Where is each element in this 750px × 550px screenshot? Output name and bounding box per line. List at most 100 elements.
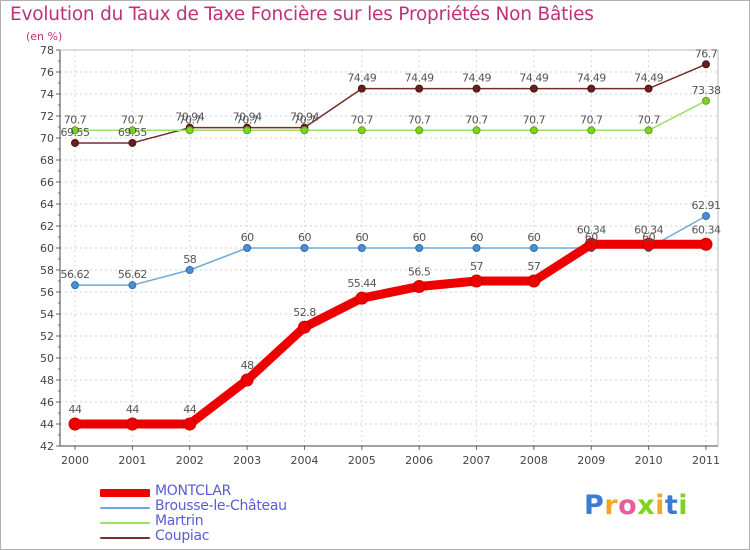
legend-swatch-montclar (100, 489, 150, 497)
data-label-martrin: 70.7 (64, 113, 87, 126)
y-tick-label: 44 (40, 418, 54, 431)
x-tick-label: 2004 (290, 454, 318, 467)
data-label-coupiac: 74.49 (347, 72, 376, 85)
data-label-martrin: 70.7 (293, 113, 316, 126)
data-point-montclar (355, 291, 369, 305)
y-tick-label: 72 (40, 110, 54, 123)
y-tick-label: 64 (40, 198, 54, 211)
series-line-montclar (70, 239, 711, 429)
data-point-martrin (128, 126, 137, 135)
x-tick-label: 2007 (463, 454, 491, 467)
data-label-brousse-le-ch-teau: 60 (527, 231, 540, 244)
data-point-montclar (584, 237, 598, 251)
x-tick-label: 2011 (692, 454, 720, 467)
legend-label-brousse: Brousse-le-Château (155, 498, 287, 514)
x-tick-label: 2000 (61, 454, 89, 467)
x-tick-label: 2002 (176, 454, 204, 467)
data-point-martrin (415, 126, 424, 135)
data-label-montclar: 56.5 (408, 266, 431, 279)
y-tick-label: 52 (40, 330, 54, 343)
data-point-coupiac (415, 84, 424, 93)
series-line-coupiac (74, 63, 707, 144)
y-tick-label: 42 (40, 440, 54, 453)
data-label-martrin: 70.7 (637, 113, 660, 126)
y-tick-label: 62 (40, 220, 54, 233)
data-label-coupiac: 74.49 (519, 72, 548, 85)
x-tick-label: 2003 (233, 454, 261, 467)
data-point-brousse-le-ch-teau (702, 211, 710, 220)
data-point-coupiac (587, 84, 596, 93)
data-label-brousse-le-ch-teau: 60 (642, 231, 655, 244)
data-point-martrin (587, 126, 596, 135)
data-point-martrin (529, 126, 538, 135)
legend-swatch-brousse (100, 507, 150, 509)
data-label-coupiac: 69.55 (61, 126, 90, 139)
data-point-coupiac (128, 138, 137, 147)
data-label-montclar: 57 (527, 260, 540, 273)
data-label-coupiac: 70.94 (233, 111, 262, 124)
data-label-brousse-le-ch-teau: 60 (585, 231, 598, 244)
data-label-brousse-le-ch-teau: 60 (470, 231, 483, 244)
data-point-brousse-le-ch-teau (300, 244, 309, 252)
data-point-montclar (470, 274, 484, 288)
y-tick-label: 56 (40, 286, 54, 299)
data-point-brousse-le-ch-teau (243, 244, 252, 252)
data-point-martrin (243, 126, 252, 135)
data-point-martrin (185, 126, 194, 135)
data-label-montclar: 57 (470, 260, 483, 273)
data-label-montclar: 60.34 (577, 223, 606, 236)
data-point-martrin (702, 96, 710, 105)
legend-swatch-martrin (100, 522, 150, 524)
data-point-martrin (472, 126, 481, 135)
data-label-coupiac: 74.49 (634, 72, 663, 85)
data-label-montclar: 55.44 (347, 277, 376, 290)
data-label-montclar: 52.8 (293, 306, 316, 319)
data-label-coupiac: 74.49 (577, 72, 606, 85)
data-point-coupiac (357, 84, 366, 93)
y-tick-label: 50 (40, 352, 54, 365)
data-label-brousse-le-ch-teau: 60 (355, 231, 368, 244)
data-label-martrin: 73.38 (692, 84, 721, 97)
proxiti-logo: Proxiti (584, 490, 689, 521)
data-label-martrin: 70.7 (236, 113, 259, 126)
y-tick-label: 66 (40, 176, 54, 189)
legend-label-martrin: Martrin (155, 513, 204, 529)
x-tick-label: 2008 (520, 454, 548, 467)
data-point-montclar (297, 320, 311, 334)
x-tick-label: 2010 (635, 454, 663, 467)
data-point-montclar (642, 237, 656, 251)
data-label-montclar: 44 (183, 403, 196, 416)
x-tick-label: 2009 (577, 454, 605, 467)
data-label-brousse-le-ch-teau: 60 (298, 231, 311, 244)
data-label-martrin: 70.7 (523, 113, 546, 126)
x-tick-label: 2005 (348, 454, 376, 467)
data-label-brousse-le-ch-teau: 56.62 (61, 268, 90, 281)
data-point-montclar (699, 237, 713, 251)
data-point-montclar (125, 417, 139, 431)
data-label-brousse-le-ch-teau: 62.91 (692, 199, 721, 212)
data-label-montclar: 60.34 (692, 223, 721, 236)
data-label-montclar: 44 (126, 403, 139, 416)
data-point-coupiac (71, 138, 79, 147)
data-label-coupiac: 69.55 (118, 126, 147, 139)
data-point-brousse-le-ch-teau (128, 281, 137, 290)
data-point-brousse-le-ch-teau (185, 266, 194, 274)
y-axis-unit-label: (en %) (26, 30, 63, 43)
data-point-brousse-le-ch-teau (415, 244, 424, 252)
data-label-brousse-le-ch-teau: 60 (241, 231, 254, 244)
data-point-coupiac (529, 84, 538, 93)
data-label-coupiac: 70.94 (175, 111, 204, 124)
data-point-coupiac (702, 60, 710, 69)
data-point-martrin (357, 126, 366, 135)
x-tick-label: 2001 (118, 454, 146, 467)
data-label-montclar: 60.34 (634, 223, 663, 236)
y-tick-label: 60 (40, 242, 54, 255)
data-label-martrin: 70.7 (178, 113, 201, 126)
data-label-coupiac: 74.49 (462, 72, 491, 85)
data-point-martrin (71, 126, 79, 135)
y-tick-label: 76 (40, 66, 54, 79)
data-label-martrin: 70.7 (580, 113, 603, 126)
data-label-martrin: 70.7 (465, 113, 488, 126)
